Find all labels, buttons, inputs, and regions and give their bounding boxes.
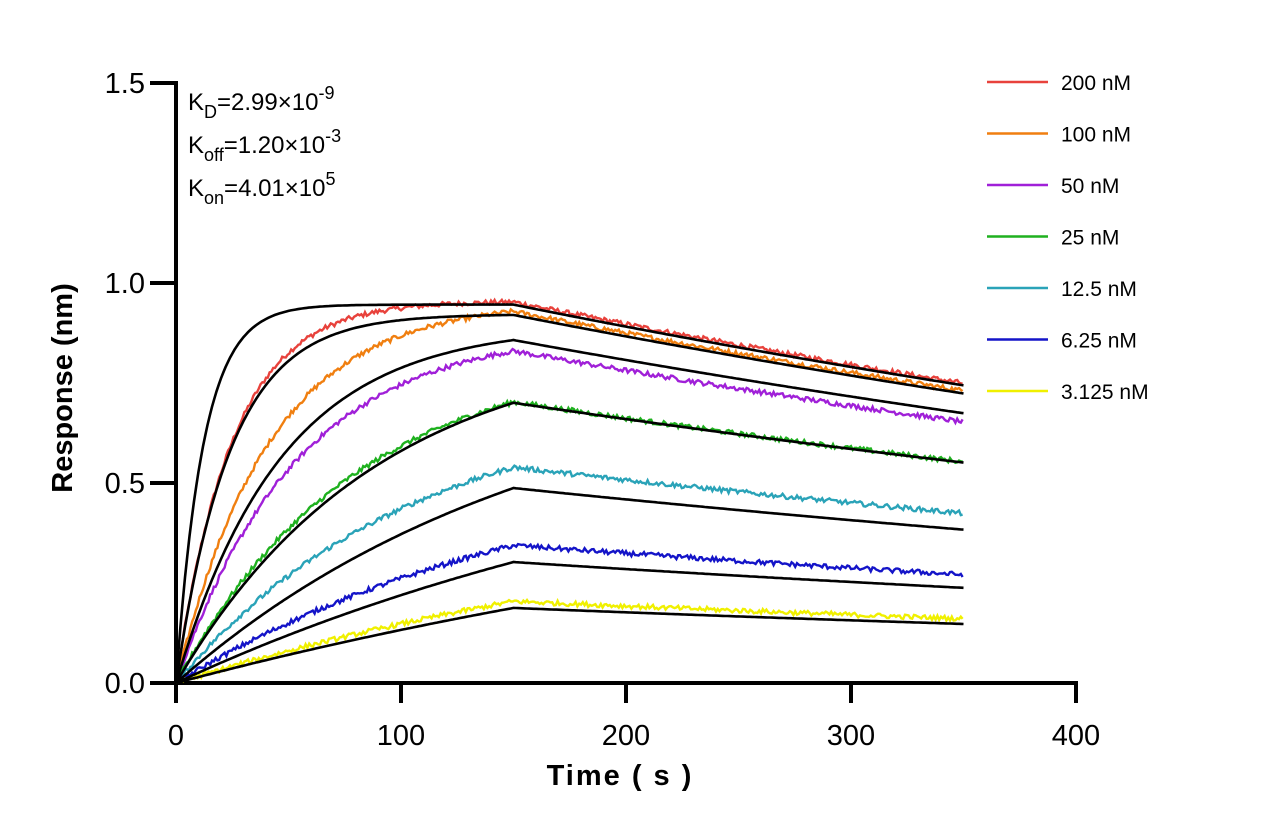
kinetic-superscript: -3 [325,126,341,146]
y-tick-label: 1.0 [105,268,145,300]
legend-label: 200 nM [1061,72,1131,95]
x-tick-label: 100 [377,720,425,752]
fit-curve-12-5-nM [175,486,964,684]
kinetic-superscript: 5 [325,169,335,189]
data-curve-100-nM [174,307,964,684]
tick-labels: 0 100 200 300 400 0.0 0.5 1.0 1.5 [105,68,1101,752]
y-tick-label: 0.5 [105,468,145,500]
kinetic-constant: KD=2.99×10-9 [188,83,334,122]
kinetic-constant: Kon=4.01×105 [188,169,336,208]
kinetic-symbol: K [188,132,204,159]
legend-label: 50 nM [1061,175,1119,198]
kinetic-subscript: D [204,102,217,122]
kinetic-symbol: K [188,175,204,202]
data-curve-12-5-nM [175,464,963,684]
y-tick-label: 1.5 [105,68,145,100]
kinetic-constant: Koff=1.20×10-3 [188,126,341,165]
kinetic-superscript: -9 [318,83,334,103]
fit-curve-3-125-nM [175,606,964,685]
fit-curve-100-nM [174,313,964,684]
legend: 200 nM 100 nM 50 nM 25 nM 12.5 nM 6.25 nM 3.12… [987,72,1149,404]
kinetic-subscript: off [204,145,225,165]
y-axis-title: Response (nm) [47,283,79,492]
y-tick-label: 0.0 [105,668,145,700]
fit-curve-50-nM [174,338,964,684]
data-curve-50-nM [174,347,964,684]
x-tick-label: 200 [602,720,650,752]
legend-label: 12.5 nM [1061,278,1137,301]
data-curve-6-25-nM [175,542,964,685]
x-tick-label: 300 [827,720,875,752]
x-tick-label: 0 [168,720,184,752]
legend-label: 6.25 nM [1061,330,1137,353]
data-curve-3-125-nM [175,597,964,685]
legend-label: 100 nM [1061,124,1131,147]
fit-curve-200-nM [174,303,964,684]
legend-label: 25 nM [1061,227,1119,250]
data-curve-200-nM [174,297,963,684]
legend-label: 3.125 nM [1061,381,1149,404]
axes [150,81,1078,703]
x-tick-label: 400 [1052,720,1100,752]
kinetic-value: =4.01×10 [224,175,325,202]
kinetic-value: =1.20×10 [224,132,325,159]
kinetic-subscript: on [204,188,224,208]
fit-curve-6-25-nM [175,560,964,685]
fit-curve-25-nM [174,401,964,684]
kinetic-symbol: K [188,89,204,116]
fit-curves [174,303,964,685]
kinetic-value: =2.99×10 [217,89,318,116]
x-axis-title: Time ( s ) [547,760,694,792]
